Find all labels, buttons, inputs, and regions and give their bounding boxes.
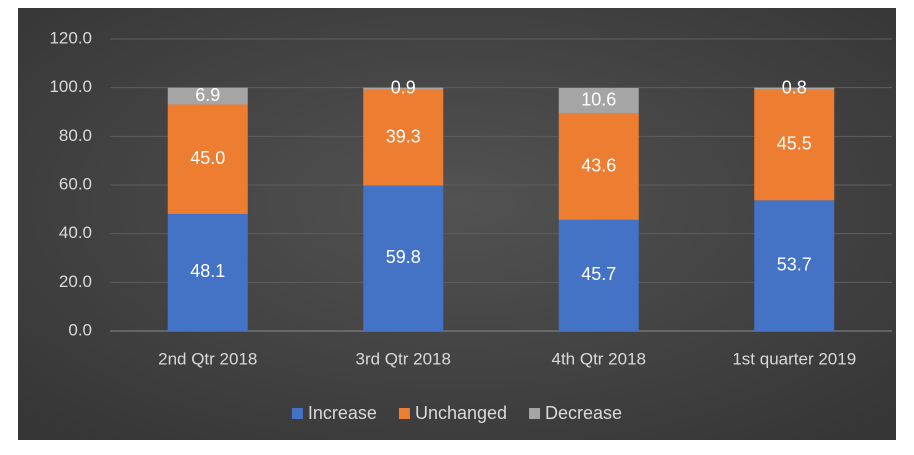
data-label: 6.9 bbox=[195, 85, 220, 105]
x-tick-label: 1st quarter 2019 bbox=[732, 349, 856, 368]
bar-segment bbox=[754, 87, 835, 90]
bar-segment bbox=[167, 104, 248, 214]
data-label: 0.8 bbox=[782, 77, 807, 97]
y-tick-label: 80.0 bbox=[59, 126, 92, 145]
bar-segment bbox=[167, 213, 248, 331]
data-label: 10.6 bbox=[581, 90, 616, 110]
bar-segment bbox=[167, 87, 248, 105]
legend-label: Increase bbox=[308, 403, 377, 423]
y-tick-label: 60.0 bbox=[59, 174, 92, 193]
chart-background bbox=[18, 8, 896, 440]
x-tick-label: 4th Qtr 2018 bbox=[551, 349, 646, 368]
bar-segment bbox=[558, 219, 639, 331]
data-label: 39.3 bbox=[386, 126, 421, 146]
x-tick-label: 3rd Qtr 2018 bbox=[356, 349, 451, 368]
legend-label: Decrease bbox=[545, 403, 622, 423]
data-label: 59.8 bbox=[386, 247, 421, 267]
bar-segment bbox=[754, 89, 835, 201]
bar-segment bbox=[363, 185, 444, 331]
data-label: 45.0 bbox=[190, 148, 225, 168]
bar-segment bbox=[754, 200, 835, 331]
data-label: 53.7 bbox=[777, 254, 812, 274]
bar-segment bbox=[363, 87, 444, 90]
x-tick-label: 2nd Qtr 2018 bbox=[158, 349, 257, 368]
y-tick-label: 20.0 bbox=[59, 272, 92, 291]
bar-segment bbox=[558, 87, 639, 114]
y-tick-label: 120.0 bbox=[49, 28, 92, 47]
data-label: 45.7 bbox=[581, 264, 616, 284]
legend-swatch bbox=[529, 408, 541, 419]
data-label: 48.1 bbox=[190, 261, 225, 281]
legend-swatch bbox=[291, 408, 303, 419]
y-tick-label: 40.0 bbox=[59, 223, 92, 242]
legend-label: Unchanged bbox=[415, 403, 507, 423]
data-label: 0.9 bbox=[391, 78, 416, 98]
data-label: 43.6 bbox=[581, 156, 616, 176]
y-tick-label: 100.0 bbox=[49, 77, 92, 96]
bar-segment bbox=[363, 89, 444, 186]
data-label: 45.5 bbox=[777, 134, 812, 154]
bar-segment bbox=[558, 113, 639, 220]
legend-swatch bbox=[398, 408, 410, 419]
y-tick-label: 0.0 bbox=[68, 320, 92, 339]
